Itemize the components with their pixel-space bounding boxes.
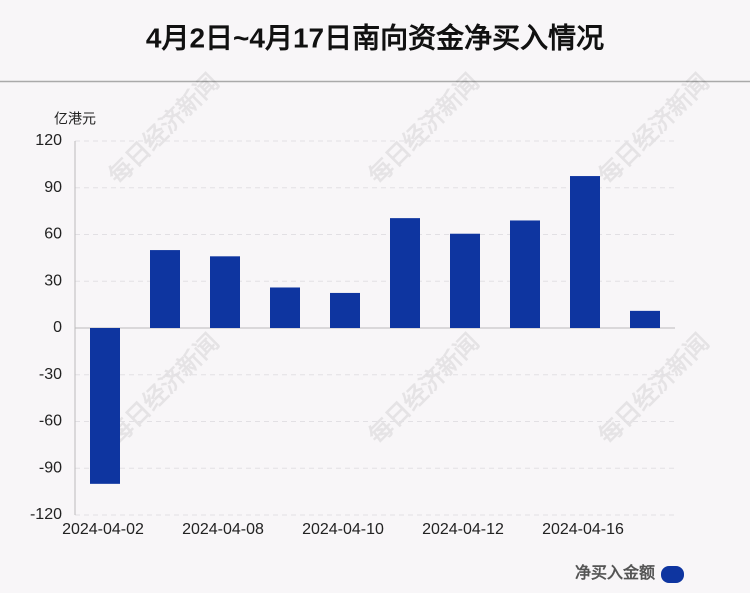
bar [150, 250, 180, 328]
bar [330, 292, 360, 328]
bar [270, 287, 300, 328]
bar [90, 328, 120, 484]
legend-swatch [661, 566, 684, 583]
chart-title: 4月2日~4月17日南向资金净买入情况 [146, 21, 604, 53]
bar [630, 310, 660, 328]
x-tick-label: 2024-04-02 [62, 521, 144, 538]
y-tick-label: 0 [53, 319, 62, 336]
y-tick-label: 30 [44, 272, 62, 289]
y-tick-label: 60 [44, 226, 62, 243]
bar [450, 233, 480, 328]
x-tick-label: 2024-04-12 [422, 521, 504, 538]
bar [210, 256, 240, 328]
x-tick-label: 2024-04-16 [542, 521, 624, 538]
legend-label: 净买入金额 [575, 563, 655, 582]
y-tick-label: -30 [39, 366, 62, 383]
bar [390, 218, 420, 328]
x-tick-label: 2024-04-08 [182, 521, 264, 538]
y-tick-label: 90 [44, 179, 62, 196]
y-tick-label: -120 [30, 506, 62, 523]
y-tick-label: -60 [39, 413, 62, 430]
x-tick-label: 2024-04-10 [302, 521, 384, 538]
y-axis-label: 亿港元 [54, 111, 96, 127]
bar [570, 176, 600, 328]
bar [510, 220, 540, 328]
y-tick-label: -90 [39, 459, 62, 476]
y-tick-label: 120 [35, 132, 62, 149]
